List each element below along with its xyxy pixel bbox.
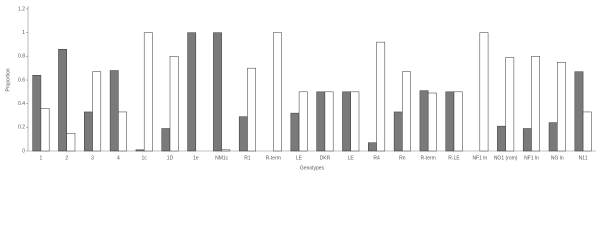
bar — [92, 71, 102, 152]
chart: Proportion Genotypes 0 0.2 0.4 0.6 0.8 1 1.2 1 2… — [5, 6, 596, 171]
bar — [66, 133, 76, 152]
x-tick-label: R-term — [266, 155, 281, 161]
x-tick-label: 1e — [193, 155, 199, 161]
bar — [376, 41, 386, 152]
bar — [32, 75, 42, 152]
y-tick-label: 1 — [22, 30, 25, 36]
bar — [522, 128, 532, 152]
x-tick-label: LE — [348, 155, 355, 161]
bar — [445, 91, 455, 152]
bar — [393, 111, 403, 152]
bar — [290, 112, 300, 152]
bar — [169, 56, 179, 152]
bar — [505, 57, 515, 152]
bar — [187, 32, 197, 152]
bar — [118, 111, 127, 152]
bar — [402, 71, 411, 152]
bar — [213, 32, 222, 152]
y-tick-label: 0.2 — [18, 125, 25, 131]
bar — [548, 122, 558, 152]
x-tick-label: Rn — [399, 155, 406, 161]
bar — [109, 70, 119, 152]
x-tick-label: 1c — [142, 155, 148, 161]
bar — [453, 91, 463, 152]
bar — [419, 90, 429, 152]
x-tick-label: R4 — [373, 155, 380, 161]
x-tick-label: LE — [296, 155, 303, 161]
bar — [298, 91, 308, 152]
bar — [350, 91, 360, 152]
y-tick-label: 0.6 — [18, 77, 25, 83]
bar — [161, 128, 171, 152]
bar — [221, 149, 231, 152]
x-tick-label: N11 — [579, 155, 588, 161]
x-tick-label: 1 — [40, 155, 43, 161]
x-tick-label: NG1 (rom) — [494, 155, 518, 161]
bar — [342, 91, 351, 152]
bar — [273, 32, 282, 152]
bar — [247, 67, 256, 152]
x-axis-label: Genotypes — [300, 165, 325, 171]
bar — [58, 48, 67, 152]
x-tick-label: NF1 ln — [524, 155, 539, 161]
y-tick-label: 1.2 — [18, 6, 25, 12]
x-tick-label: NF1 ln — [472, 155, 487, 161]
x-tick-label: R-term — [421, 155, 436, 161]
x-tick-label: R1 — [244, 155, 251, 161]
y-tick-label: 0.8 — [18, 54, 25, 60]
y-tick-label: 0 — [22, 148, 25, 154]
x-tick-label: 1D — [167, 155, 174, 161]
x-tick-label: 2 — [65, 155, 68, 161]
bar — [557, 62, 566, 152]
bar — [582, 111, 592, 152]
bar — [427, 92, 437, 152]
x-tick-label: NG ln — [551, 155, 564, 161]
bar — [84, 111, 93, 152]
bar — [531, 56, 540, 152]
bar — [574, 71, 584, 152]
x-tick-label: DKR — [320, 155, 331, 161]
bar — [143, 32, 153, 152]
x-tick-label: R-LE — [448, 155, 460, 161]
x-tick-label: 3 — [91, 155, 94, 161]
bar — [324, 91, 334, 152]
bar — [40, 108, 50, 152]
x-tick-label: 4 — [117, 155, 120, 161]
bar — [238, 116, 248, 152]
y-tick-label: 0.4 — [18, 101, 25, 107]
bar — [135, 149, 145, 152]
bar — [479, 32, 489, 152]
bar — [368, 142, 377, 152]
bar — [497, 125, 506, 152]
y-axis-label: Proportion — [5, 68, 11, 91]
bar — [316, 91, 326, 152]
x-tick-label: NM1c — [215, 155, 229, 161]
